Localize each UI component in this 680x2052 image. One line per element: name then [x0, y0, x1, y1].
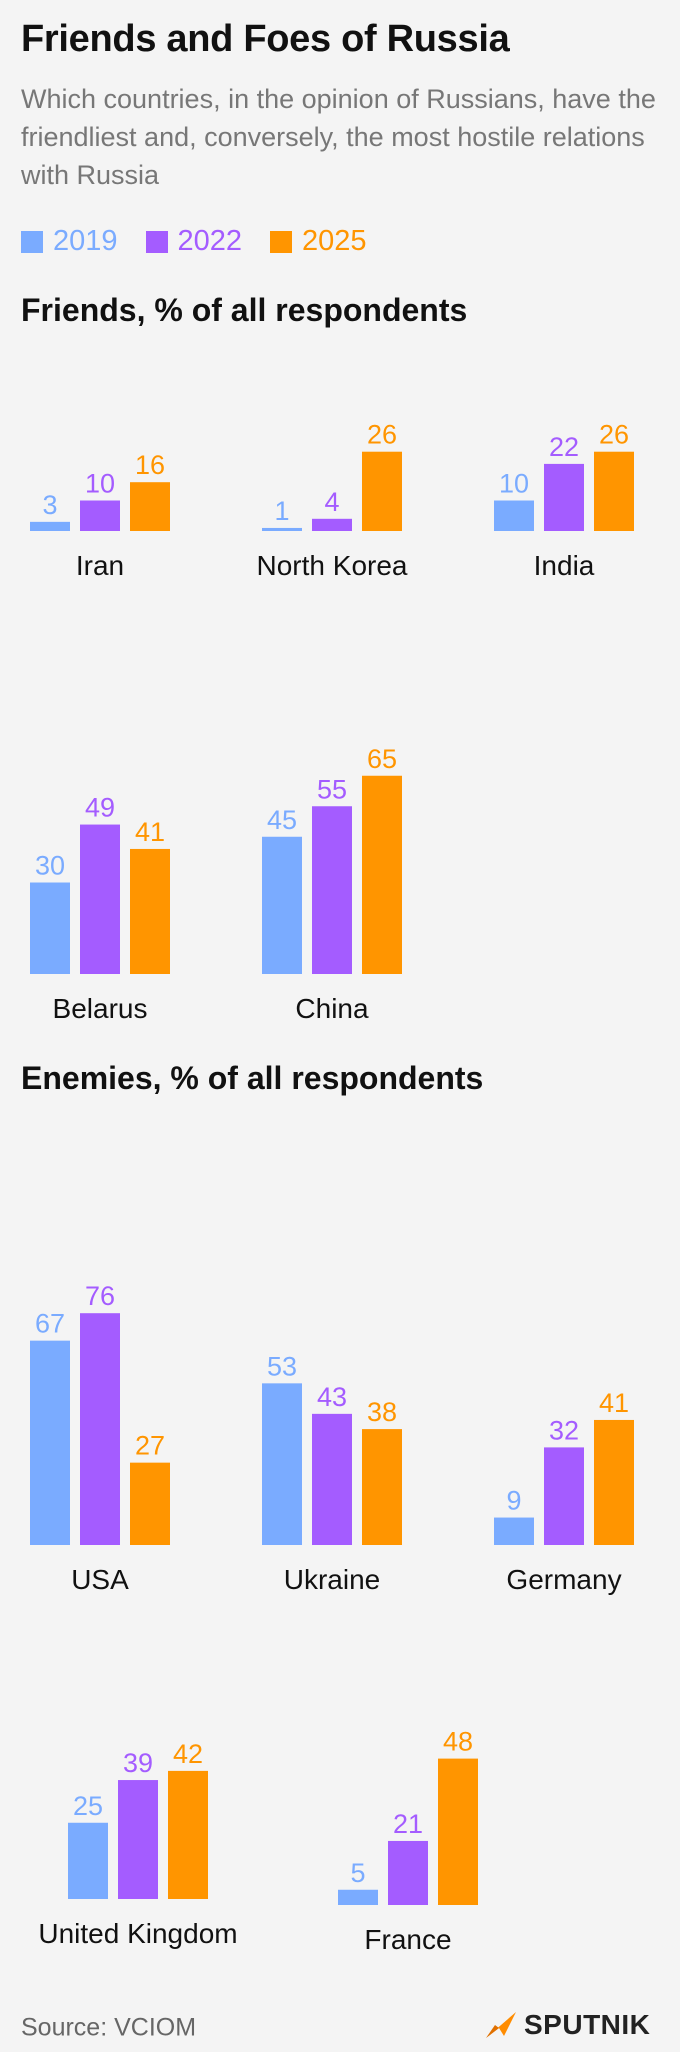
bar-united-kingdom-2022	[118, 1780, 158, 1899]
bar-belarus-2019	[30, 882, 70, 974]
bar-ukraine-2022	[312, 1413, 352, 1545]
data-label-belarus-2025: 41	[135, 817, 165, 847]
sputnik-logo: SPUTNIK	[484, 2008, 650, 2042]
data-label-china-2022: 55	[317, 774, 347, 804]
bar-germany-2022	[544, 1447, 584, 1545]
bar-north-korea-2025	[362, 451, 402, 531]
data-label-france-2019: 5	[350, 1858, 365, 1888]
bar-group-france: 5 21 48 France	[338, 1727, 478, 1955]
data-label-china-2019: 45	[267, 805, 297, 835]
category-label-usa: USA	[71, 1564, 129, 1595]
data-label-france-2025: 48	[443, 1727, 473, 1757]
bar-france-2025	[438, 1758, 478, 1905]
category-label-china: China	[295, 993, 369, 1024]
data-label-ukraine-2025: 38	[367, 1397, 397, 1427]
data-label-north-korea-2022: 4	[324, 487, 339, 517]
bar-united-kingdom-2025	[168, 1770, 208, 1899]
bar-iran-2022	[80, 500, 120, 531]
bar-north-korea-2022	[312, 518, 352, 531]
bar-group-germany: 9 32 41 Germany	[494, 1388, 634, 1595]
bar-group-india: 10 22 26 India	[494, 420, 634, 581]
category-label-france: France	[364, 1924, 451, 1955]
bar-usa-2019	[30, 1340, 70, 1545]
bar-ukraine-2025	[362, 1429, 402, 1545]
data-label-usa-2025: 27	[135, 1431, 165, 1461]
bar-group-ukraine: 53 43 38 Ukraine	[262, 1351, 402, 1595]
bar-united-kingdom-2019	[68, 1822, 108, 1899]
data-label-belarus-2022: 49	[85, 793, 115, 823]
bar-group-usa: 67 76 27 USA	[30, 1281, 170, 1595]
bar-india-2019	[494, 500, 534, 531]
bar-china-2022	[312, 806, 352, 974]
bar-ukraine-2019	[262, 1383, 302, 1545]
data-label-belarus-2019: 30	[35, 851, 65, 881]
bar-belarus-2022	[80, 824, 120, 974]
bar-germany-2019	[494, 1517, 534, 1545]
sputnik-logo-icon	[486, 2012, 516, 2038]
legend-swatch-2025	[270, 230, 293, 253]
bar-north-korea-2019	[262, 527, 302, 531]
data-label-france-2022: 21	[393, 1809, 423, 1839]
data-label-united-kingdom-2022: 39	[123, 1748, 153, 1778]
data-label-germany-2022: 32	[549, 1415, 579, 1445]
bar-usa-2025	[130, 1462, 170, 1545]
chart-subtitle: Which countries, in the opinion of Russi…	[21, 84, 656, 190]
data-label-iran-2022: 10	[85, 469, 115, 499]
data-label-india-2025: 26	[599, 420, 629, 450]
bar-iran-2019	[30, 521, 70, 531]
bar-india-2025	[594, 451, 634, 531]
legend-item-2022: 2022	[145, 225, 243, 258]
category-label-iran: Iran	[76, 550, 124, 581]
legend-label-2025: 2025	[302, 225, 367, 257]
data-label-china-2025: 65	[367, 744, 397, 774]
friends-section-title: Friends, % of all respondents	[21, 292, 468, 328]
bar-france-2019	[338, 1889, 378, 1905]
source-note: Source: VCIOM	[21, 2013, 197, 2042]
category-label-india: India	[534, 550, 595, 581]
data-label-germany-2025: 41	[599, 1388, 629, 1418]
bar-iran-2025	[130, 482, 170, 531]
bar-group-north-korea: 1 4 26 North Korea	[257, 420, 408, 581]
bar-group-iran: 3 10 16 Iran	[30, 450, 170, 581]
data-label-ukraine-2022: 43	[317, 1382, 347, 1412]
legend-swatch-2022	[145, 230, 168, 253]
data-label-usa-2019: 67	[35, 1309, 65, 1339]
data-label-india-2019: 10	[499, 469, 529, 499]
data-label-germany-2019: 9	[506, 1486, 521, 1516]
data-label-iran-2025: 16	[135, 450, 165, 480]
data-label-north-korea-2019: 1	[274, 496, 289, 526]
bar-usa-2022	[80, 1313, 120, 1545]
chart-title: Friends and Foes of Russia	[21, 18, 510, 60]
category-label-united-kingdom: United Kingdom	[38, 1918, 237, 1949]
category-label-north-korea: North Korea	[257, 550, 408, 581]
enemies-section-title: Enemies, % of all respondents	[21, 1060, 484, 1096]
bar-france-2022	[388, 1840, 428, 1905]
bar-india-2022	[544, 463, 584, 531]
bar-belarus-2025	[130, 848, 170, 974]
data-label-united-kingdom-2025: 42	[173, 1739, 203, 1769]
legend-item-2019: 2019	[21, 225, 118, 258]
data-label-usa-2022: 76	[85, 1281, 115, 1311]
data-label-iran-2019: 3	[42, 490, 57, 520]
bar-china-2025	[362, 775, 402, 974]
data-label-north-korea-2025: 26	[367, 420, 397, 450]
legend-label-2019: 2019	[53, 225, 118, 257]
bar-group-united-kingdom: 25 39 42 United Kingdom	[38, 1739, 237, 1949]
legend-swatch-2019	[21, 230, 43, 253]
bar-china-2019	[262, 836, 302, 974]
category-label-ukraine: Ukraine	[284, 1564, 380, 1595]
category-label-germany: Germany	[506, 1564, 621, 1595]
legend: 2019 2022 2025	[21, 225, 367, 258]
legend-item-2025: 2025	[270, 225, 367, 258]
logo-text: SPUTNIK	[524, 2009, 651, 2040]
data-label-united-kingdom-2019: 25	[73, 1791, 103, 1821]
category-label-belarus: Belarus	[53, 993, 148, 1024]
data-label-india-2022: 22	[549, 432, 579, 462]
bar-group-china: 45 55 65 China	[262, 744, 402, 1024]
bar-germany-2025	[594, 1419, 634, 1545]
bar-group-belarus: 30 49 41 Belarus	[30, 793, 170, 1024]
data-label-ukraine-2019: 53	[267, 1351, 297, 1381]
legend-label-2022: 2022	[177, 225, 243, 257]
